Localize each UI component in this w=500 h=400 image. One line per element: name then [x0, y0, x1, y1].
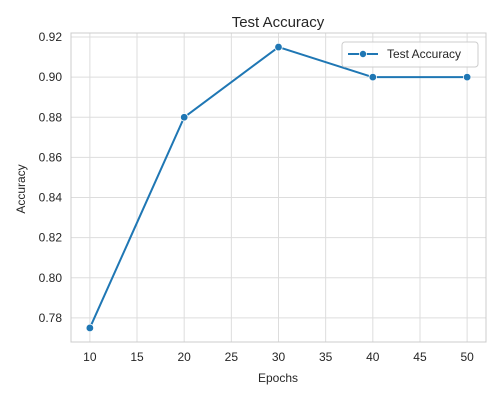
data-point: [85, 323, 95, 333]
gridlines: [71, 33, 486, 342]
x-tick-label: 15: [130, 350, 144, 364]
plot-frame: [70, 32, 487, 343]
y-tick-label: 0.82: [39, 231, 63, 245]
legend-marker-swatch: [358, 50, 367, 59]
data-point: [274, 42, 283, 52]
x-tick-label: 50: [460, 350, 474, 364]
x-tick-label: 40: [366, 350, 380, 364]
plot-area: [70, 32, 487, 343]
x-axis-label: Epochs: [258, 371, 298, 385]
data-point: [462, 72, 472, 82]
data-point: [368, 72, 378, 82]
data-point: [179, 113, 189, 122]
x-tick-label: 10: [83, 350, 97, 364]
y-tick-label: 0.88: [39, 110, 63, 124]
y-tick-label: 0.90: [39, 70, 63, 84]
y-tick-label: 0.86: [39, 150, 63, 164]
x-tick-label: 30: [272, 350, 286, 364]
y-tick-label: 0.78: [39, 311, 63, 325]
x-tick-label: 25: [225, 350, 239, 364]
x-tick-label: 35: [319, 350, 333, 364]
chart-title: Test Accuracy: [232, 14, 325, 31]
legend-box: [341, 41, 479, 68]
x-tick-label: 20: [178, 350, 192, 364]
y-tick-label: 0.80: [39, 271, 63, 285]
y-tick-label: 0.92: [39, 30, 63, 44]
legend-label: Test Accuracy: [387, 47, 461, 61]
y-axis-label: Accuracy: [14, 164, 28, 213]
y-tick-label: 0.84: [39, 191, 63, 205]
x-axis-ticks: 10 15 20 25 30 35 40 45 50: [83, 350, 474, 364]
legend: Test Accuracy: [341, 41, 479, 68]
y-axis-ticks: 0.78 0.80 0.82 0.84 0.86 0.88 0.90 0.92: [39, 30, 63, 325]
series-layer: [85, 42, 472, 333]
x-tick-label: 45: [413, 350, 427, 364]
